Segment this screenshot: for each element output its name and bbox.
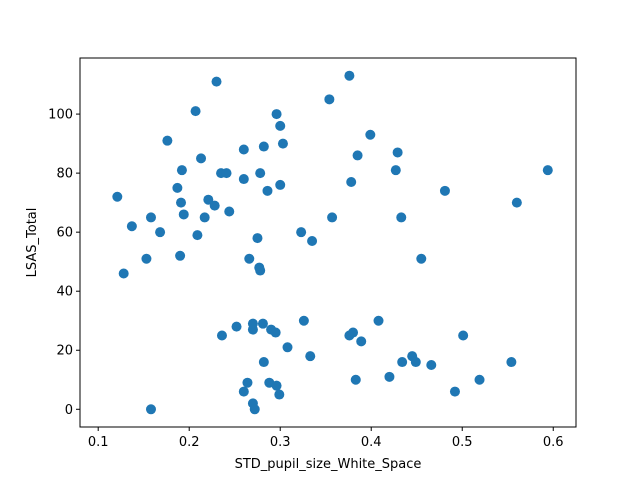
x-tick-label: 0.1	[88, 435, 109, 450]
data-point	[242, 377, 253, 388]
data-point	[305, 351, 316, 362]
data-point	[172, 182, 183, 193]
data-point	[275, 120, 286, 131]
y-tick-label: 20	[56, 344, 73, 359]
data-point	[247, 318, 258, 329]
x-tick-label: 0.5	[452, 435, 473, 450]
data-point	[249, 404, 260, 415]
data-point	[155, 227, 166, 238]
x-axis-label: STD_pupil_size_White_Space	[235, 457, 422, 472]
data-point	[356, 336, 367, 347]
x-axis: 0.1 0.2 0.3 0.4 0.5 0.6	[88, 427, 564, 450]
data-point	[296, 227, 307, 238]
data-point	[192, 230, 203, 241]
data-point	[324, 94, 335, 105]
data-point	[416, 253, 427, 264]
data-point	[221, 168, 232, 179]
data-point	[458, 330, 469, 341]
data-point	[262, 185, 273, 196]
data-point	[397, 357, 408, 368]
data-point	[542, 165, 553, 176]
data-point	[348, 327, 359, 338]
data-point	[238, 386, 249, 397]
data-point	[252, 233, 263, 244]
data-point	[352, 150, 363, 161]
data-point	[298, 315, 309, 326]
data-point	[344, 70, 355, 81]
plot-frame	[79, 57, 577, 428]
data-point	[449, 386, 460, 397]
data-point	[238, 144, 249, 155]
data-point	[211, 76, 222, 87]
data-point	[244, 253, 255, 264]
data-point	[258, 141, 269, 152]
data-point	[390, 165, 401, 176]
data-point	[162, 135, 173, 146]
data-point	[277, 138, 288, 149]
data-point	[365, 129, 376, 140]
x-tick-label: 0.3	[270, 435, 291, 450]
data-point	[327, 212, 338, 223]
data-point	[506, 357, 517, 368]
data-point	[410, 357, 421, 368]
data-point	[275, 179, 286, 190]
data-point	[231, 321, 242, 332]
data-point	[145, 404, 156, 415]
data-point	[426, 360, 437, 371]
data-point	[373, 315, 384, 326]
data-point	[196, 153, 207, 164]
data-point	[112, 191, 123, 202]
y-axis: 0 20 40 60 80 100	[48, 108, 80, 418]
data-point	[282, 342, 293, 353]
data-point	[255, 168, 266, 179]
y-tick-label: 60	[56, 226, 73, 241]
x-tick-label: 0.4	[361, 435, 382, 450]
data-point	[255, 265, 266, 276]
data-point	[175, 250, 186, 261]
data-point	[511, 197, 522, 208]
data-point	[145, 212, 156, 223]
data-point	[141, 253, 152, 264]
data-point	[224, 206, 235, 217]
data-points	[112, 70, 553, 415]
data-point	[346, 176, 357, 187]
data-point	[271, 109, 282, 120]
data-point	[307, 236, 318, 247]
data-point	[396, 212, 407, 223]
y-tick-label: 80	[56, 167, 73, 182]
y-tick-label: 40	[56, 285, 73, 300]
data-point	[190, 106, 201, 117]
data-point	[209, 200, 220, 211]
data-point	[118, 268, 129, 279]
data-point	[176, 165, 187, 176]
data-point	[203, 194, 214, 205]
data-point	[439, 185, 450, 196]
data-point	[392, 147, 403, 158]
data-point	[178, 209, 189, 220]
y-tick-label: 0	[65, 403, 73, 418]
data-point	[176, 197, 187, 208]
data-point	[199, 212, 210, 223]
data-point	[271, 380, 282, 391]
data-point	[384, 371, 395, 382]
x-tick-label: 0.6	[543, 435, 564, 450]
data-point	[270, 327, 281, 338]
data-point	[216, 330, 227, 341]
data-point	[350, 374, 361, 385]
data-point	[274, 389, 285, 400]
data-point	[126, 221, 137, 232]
x-tick-label: 0.2	[179, 435, 200, 450]
y-tick-label: 100	[48, 108, 73, 123]
data-point	[258, 357, 269, 368]
data-point	[474, 374, 485, 385]
data-point	[257, 318, 268, 329]
data-point	[238, 174, 249, 185]
y-axis-label: LSAS_Total	[25, 208, 40, 278]
